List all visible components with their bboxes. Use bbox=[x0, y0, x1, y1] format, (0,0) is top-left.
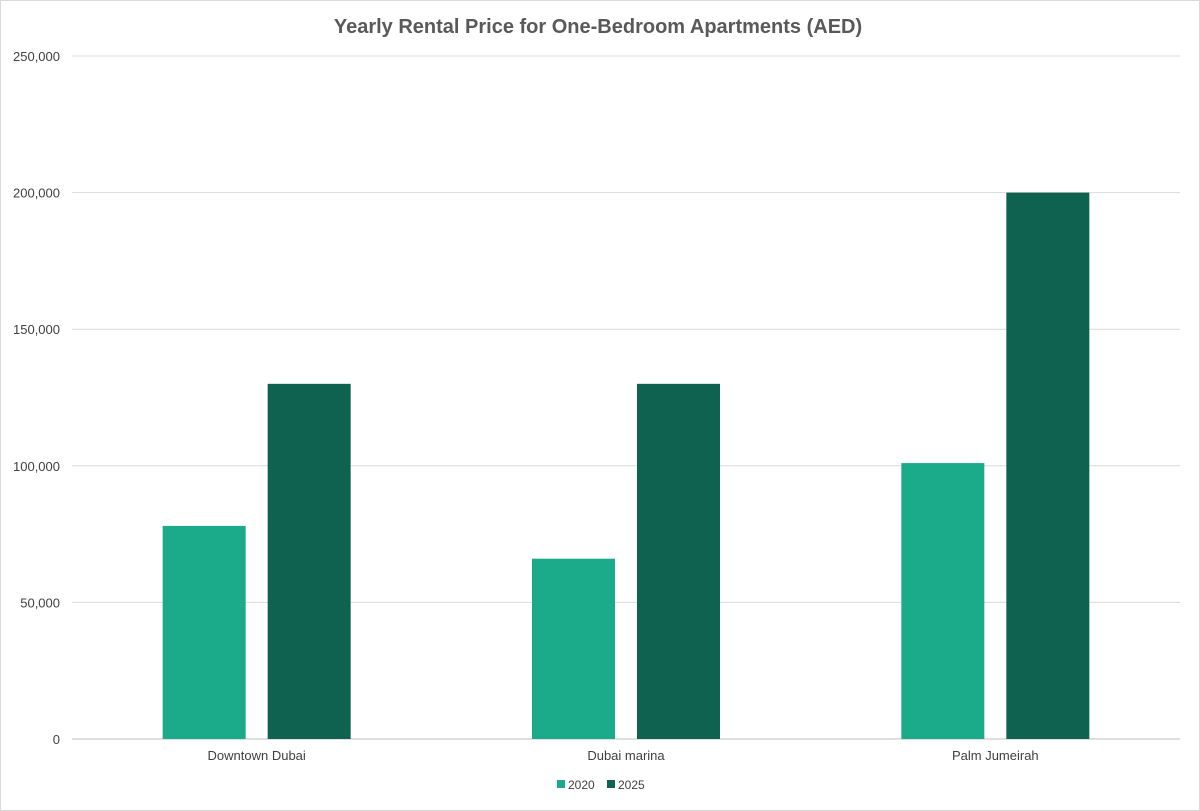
x-tick-label: Downtown Dubai bbox=[208, 748, 306, 763]
bar bbox=[532, 558, 615, 739]
bars bbox=[162, 192, 1090, 740]
y-tick-label: 150,000 bbox=[13, 322, 60, 337]
legend-label: 2025 bbox=[618, 778, 645, 792]
x-axis: Downtown Dubai Dubai marina Palm Jumeirah bbox=[208, 748, 1039, 763]
legend-label: 2020 bbox=[568, 778, 595, 792]
bar bbox=[1006, 192, 1090, 740]
legend-swatch bbox=[557, 780, 565, 788]
bar bbox=[267, 383, 351, 739]
gridlines bbox=[72, 55, 1180, 740]
y-axis: 0 50,000 100,000 150,000 200,000 250,000 bbox=[13, 49, 60, 747]
bar bbox=[901, 463, 985, 739]
legend-swatch bbox=[607, 780, 615, 788]
y-tick-label: 100,000 bbox=[13, 459, 60, 474]
x-tick-label: Palm Jumeirah bbox=[952, 748, 1039, 763]
x-tick-label: Dubai marina bbox=[587, 748, 665, 763]
y-tick-label: 200,000 bbox=[13, 186, 60, 201]
bar bbox=[637, 383, 720, 739]
bar bbox=[162, 525, 246, 739]
y-tick-label: 50,000 bbox=[20, 595, 60, 610]
chart-title: Yearly Rental Price for One-Bedroom Apar… bbox=[334, 16, 862, 38]
y-tick-label: 0 bbox=[53, 732, 60, 747]
legend: 2020 2025 bbox=[557, 778, 645, 792]
y-tick-label: 250,000 bbox=[13, 49, 60, 64]
